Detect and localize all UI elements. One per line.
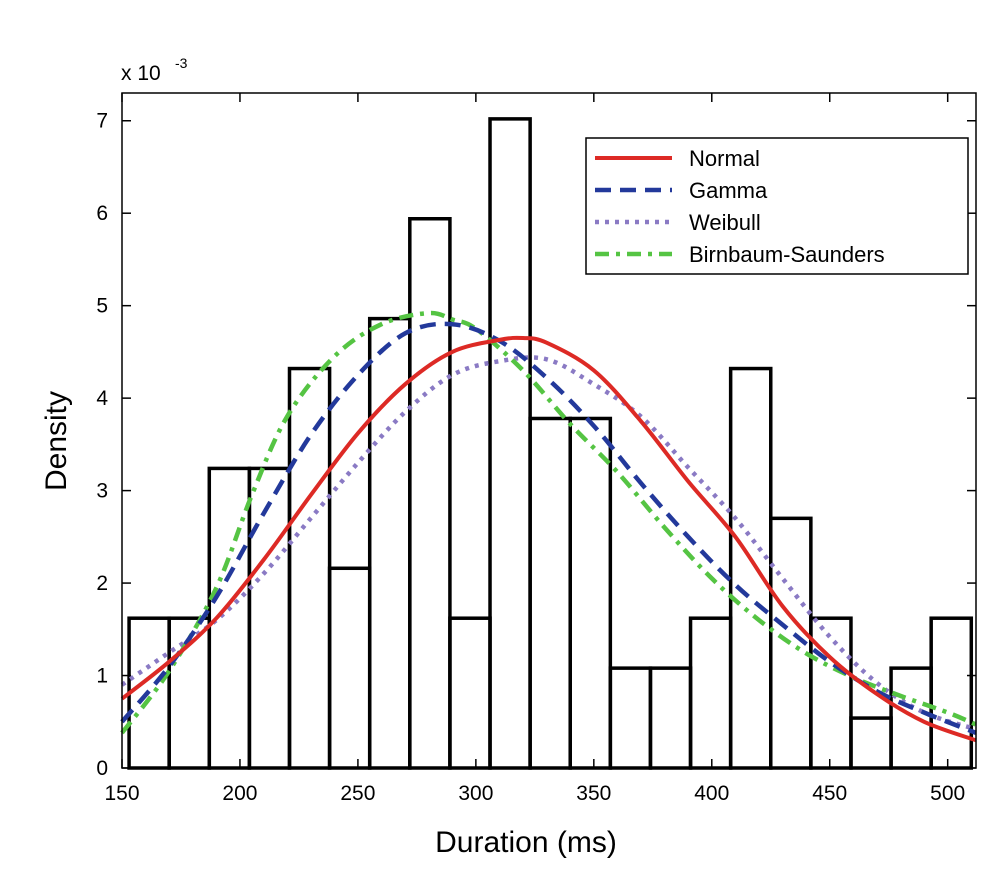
y-axis-title: Density: [40, 391, 73, 491]
legend-label: Gamma: [689, 178, 768, 203]
legend: Normal Gamma Weibull Birnbaum-Saunders: [585, 137, 969, 275]
x-tick-label: 250: [340, 782, 375, 805]
y-tick-label: 2: [96, 572, 108, 595]
y-tick-label: 1: [96, 665, 108, 688]
curve-weibull: [120, 355, 977, 732]
curve-birnbaum-saunders: [120, 310, 977, 735]
x-tick-label: 400: [694, 782, 729, 805]
x-tick-label: 300: [458, 782, 493, 805]
legend-label: Weibull: [689, 210, 761, 235]
x-tick-label: 450: [812, 782, 847, 805]
y-axis-ticks: 0 1 2 3 4 5 6 7: [96, 110, 976, 780]
legend-box: [585, 137, 969, 275]
legend-label: Normal: [689, 146, 760, 171]
y-tick-label: 6: [96, 202, 108, 225]
x-tick-label: 200: [222, 782, 257, 805]
curve-normal: [120, 335, 977, 743]
plot-frame: [121, 92, 977, 769]
y-tick-label: 3: [96, 480, 108, 503]
y-tick-label: 0: [96, 757, 108, 780]
y-multiplier-base: x 10: [121, 62, 161, 85]
density-curves: [120, 310, 977, 743]
x-tick-label: 350: [576, 782, 611, 805]
x-tick-label: 150: [104, 782, 139, 805]
y-tick-label: 4: [96, 387, 108, 410]
y-tick-label: 7: [96, 110, 108, 133]
x-axis-ticks: 150 200 250 300 350 400 450 500: [104, 93, 965, 805]
x-axis-title: Duration (ms): [435, 826, 617, 859]
x-tick-label: 500: [930, 782, 965, 805]
curve-gamma: [120, 321, 977, 735]
y-multiplier-exp: -3: [175, 55, 188, 71]
legend-label: Birnbaum-Saunders: [689, 242, 885, 267]
y-tick-label: 5: [96, 295, 108, 318]
